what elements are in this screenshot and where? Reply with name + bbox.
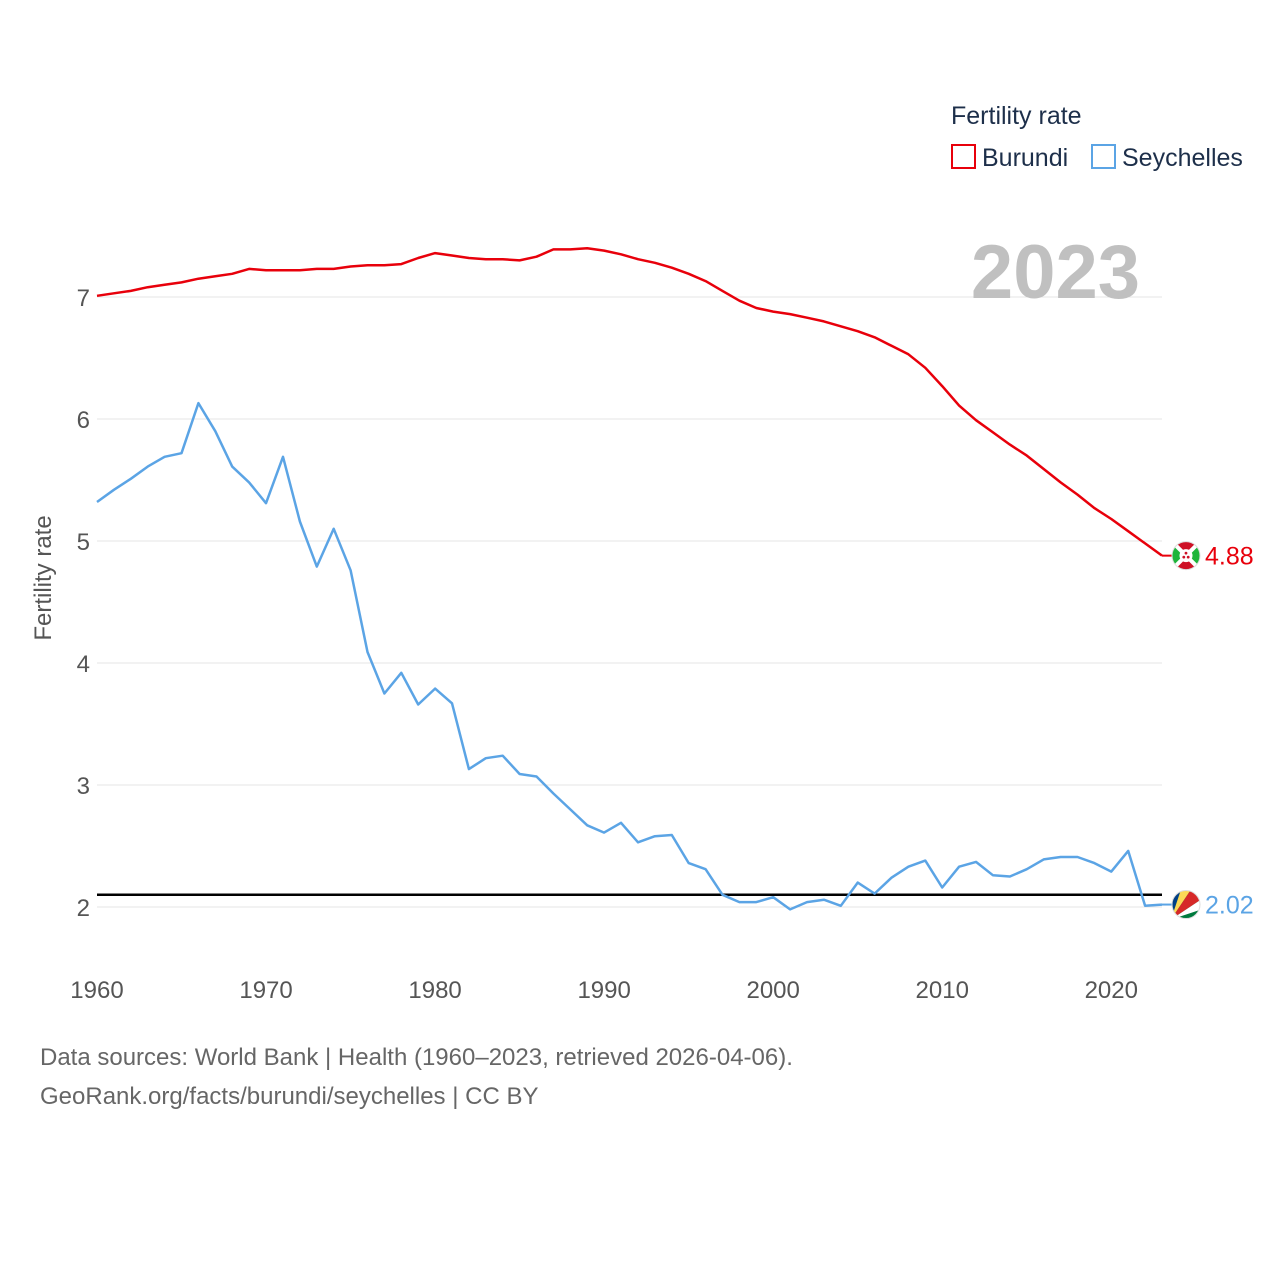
legend-item-seychelles[interactable]: Seychelles [1091,144,1243,172]
footer-source: Data sources: World Bank | Health (1960–… [40,1044,793,1071]
y-axis-title: Fertility rate [30,515,57,640]
legend: Fertility rate Burundi Seychelles [951,102,1243,172]
end-markers: 4.88 2.02 [1171,541,1254,920]
legend-label-seychelles: Seychelles [1122,144,1243,172]
y-tick-label: 6 [77,407,90,434]
legend-title: Fertility rate [951,102,1082,130]
x-tick-label: 1960 [70,977,123,1004]
x-tick-label: 1980 [408,977,461,1004]
x-axis-ticks: 1960 1970 1980 1990 2000 2010 2020 [70,977,1138,1004]
burundi-end-value: 4.88 [1205,543,1254,571]
y-tick-label: 4 [77,651,90,678]
x-tick-label: 2000 [746,977,799,1004]
grid-lines [97,296,1162,908]
y-tick-label: 7 [77,285,90,312]
series-line-burundi [96,246,1163,557]
footer-credit: GeoRank.org/facts/burundi/seychelles | C… [40,1083,539,1110]
y-axis-ticks: 2 3 4 5 6 7 [77,285,90,922]
y-tick-label: 3 [77,773,90,800]
series-line-seychelles [96,401,1163,911]
x-tick-label: 2010 [916,977,969,1004]
seychelles-end-value: 2.02 [1205,892,1254,920]
x-tick-label: 1970 [239,977,292,1004]
legend-swatch-burundi [951,144,976,169]
series-lines [96,246,1172,911]
x-tick-label: 1990 [577,977,630,1004]
burundi-flag-icon [1171,541,1201,571]
x-tick-label: 2020 [1085,977,1138,1004]
seychelles-flag-icon [1171,890,1201,920]
current-year-label: 2023 [971,230,1140,315]
y-tick-label: 5 [77,529,90,556]
y-tick-label: 2 [77,895,90,922]
legend-item-burundi[interactable]: Burundi [951,144,1068,172]
legend-label-burundi: Burundi [982,144,1068,172]
legend-swatch-seychelles [1091,144,1116,169]
